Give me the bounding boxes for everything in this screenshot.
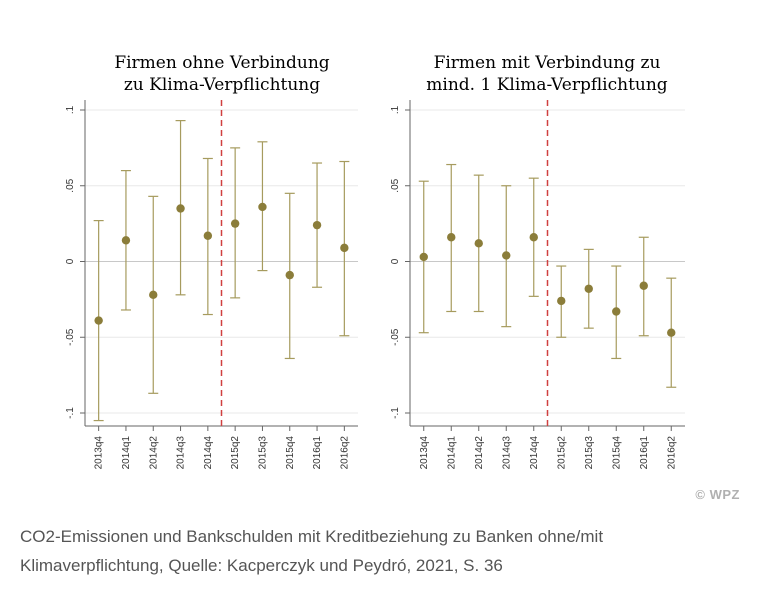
panel-left-data-point — [149, 290, 158, 300]
panel-left-y-tick-label: .05 — [65, 178, 76, 192]
panel-left-data-point — [176, 204, 185, 213]
panel-right-x-tick-label: 2013q4 — [419, 436, 430, 470]
panel-left-data-point — [258, 202, 267, 212]
panel-left-y-tick-label: .1 — [65, 105, 76, 114]
panel-right-x-tick-label: 2014q2 — [474, 436, 485, 470]
panel-left-x-tick-label: 2015q2 — [230, 436, 241, 470]
panel-right-y-tick-label: -.1 — [390, 407, 401, 419]
panel-right-data-point — [502, 251, 511, 260]
panel-left-data-point — [340, 243, 349, 253]
panel-left-data-point — [285, 270, 294, 280]
panel-left-x-tick-label: 2015q4 — [285, 436, 296, 470]
panel-right-data-point — [557, 296, 566, 306]
panel-left: Firmen ohne Verbindung zu Klima-Verpflic… — [65, 53, 358, 469]
panel-right-title-line-1: Firmen mit Verbindung zu — [434, 53, 661, 73]
panel-right: Firmen mit Verbindung zu mind. 1 Klima-V… — [390, 53, 685, 469]
figure-caption: CO2-Emissionen und Bankschulden mit Kred… — [20, 527, 604, 575]
panel-left-x-tick-label: 2016q1 — [312, 436, 323, 470]
panel-right-x-tick-label: 2015q2 — [556, 436, 567, 470]
panel-right-y-tick-label: .1 — [390, 105, 401, 114]
panel-right-y-tick-label: 0 — [390, 258, 401, 264]
panel-right-data-point — [639, 281, 648, 290]
panel-right-x-tick-label: 2015q3 — [584, 436, 595, 470]
chart-figure: Firmen ohne Verbindung zu Klima-Verpflic… — [65, 53, 685, 469]
panel-left-x-tick-label: 2014q2 — [148, 436, 159, 470]
credit-label: © WPZ — [695, 487, 740, 502]
panel-right-data-point — [667, 328, 676, 337]
panel-left-x-tick-label: 2014q4 — [203, 436, 214, 470]
panel-left-data-point — [94, 316, 103, 325]
panel-left-data-point — [121, 236, 131, 245]
panel-right-data-point — [584, 284, 593, 293]
panel-right-x-tick-label: 2016q2 — [666, 436, 677, 470]
panel-right-data-point — [419, 252, 428, 262]
panel-right-data-point — [612, 307, 621, 316]
panel-left-x-tick-label: 2013q4 — [94, 436, 105, 470]
panel-right-data-point — [447, 233, 456, 242]
panel-left-data-point — [203, 231, 213, 240]
panel-right-x-tick-label: 2015q4 — [611, 436, 622, 470]
panel-left-x-tick-label: 2015q3 — [257, 436, 268, 470]
panel-left-title-line-2: zu Klima-Verpflichtung — [124, 75, 320, 95]
panel-left-title-line-1: Firmen ohne Verbindung — [114, 53, 329, 73]
panel-right-x-tick-label: 2014q1 — [446, 436, 457, 470]
panel-right-x-tick-label: 2014q4 — [529, 436, 540, 470]
panel-left-data-point — [312, 220, 322, 230]
panel-left-y-tick-label: 0 — [65, 258, 76, 264]
panel-right-data-point — [529, 233, 538, 242]
panel-left-data-point — [230, 219, 240, 228]
panel-right-title-line-2: mind. 1 Klima-Verpflichtung — [426, 75, 668, 95]
panel-right-x-tick-label: 2014q3 — [501, 436, 512, 470]
panel-left-x-tick-label: 2016q2 — [339, 436, 350, 470]
panel-left-x-tick-label: 2014q1 — [121, 436, 132, 470]
panel-left-y-tick-label: -.05 — [65, 328, 76, 346]
panel-right-y-tick-label: .05 — [390, 178, 401, 192]
panel-left-x-tick-label: 2014q3 — [176, 436, 187, 470]
panel-right-y-tick-label: -.05 — [390, 328, 401, 346]
panel-right-x-tick-label: 2016q1 — [639, 436, 650, 470]
panel-left-y-tick-label: -.1 — [65, 407, 76, 419]
panel-right-data-point — [474, 239, 483, 248]
